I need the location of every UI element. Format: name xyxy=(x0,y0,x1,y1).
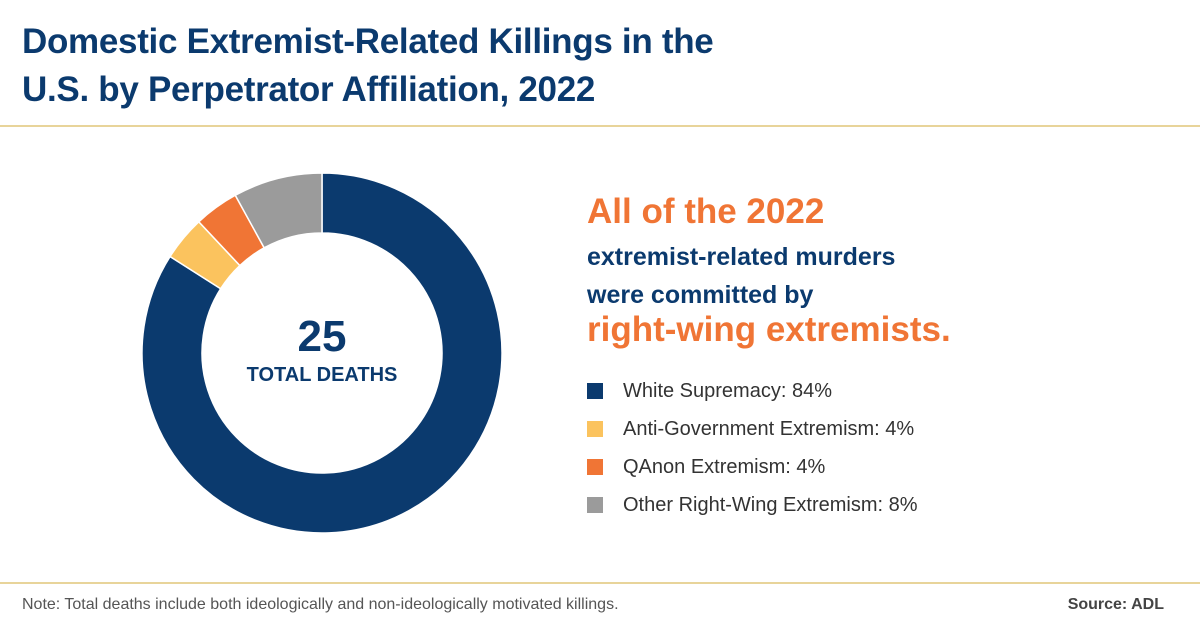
donut-slice-other-right-wing-extremism xyxy=(234,172,323,249)
center-value: 25 xyxy=(297,312,347,361)
headline-line-4: right-wing extremists. xyxy=(587,310,951,349)
legend-label: QAnon Extremism: 4% xyxy=(623,455,826,478)
donut-slice-white-supremacy xyxy=(141,172,503,534)
chart-title: Domestic Extremist-Related Killings in t… xyxy=(22,18,714,114)
legend: White Supremacy: 84% Anti-Government Ext… xyxy=(587,372,918,524)
legend-label: Anti-Government Extremism: 4% xyxy=(623,417,915,440)
divider-bottom xyxy=(0,582,1200,584)
headline-line-2: extremist-related murders xyxy=(587,243,896,271)
headline-line-3: were committed by xyxy=(587,281,814,309)
headline-line-1: All of the 2022 xyxy=(587,192,825,231)
legend-item: Other Right-Wing Extremism: 8% xyxy=(587,486,918,524)
legend-item: QAnon Extremism: 4% xyxy=(587,448,918,486)
source: Source: ADL xyxy=(1067,596,1164,613)
legend-item: Anti-Government Extremism: 4% xyxy=(587,410,918,448)
title-line-2: U.S. by Perpetrator Affiliation, 2022 xyxy=(22,70,596,109)
legend-swatch xyxy=(587,459,603,475)
center-label: TOTAL DEATHS xyxy=(246,364,398,386)
legend-label: Other Right-Wing Extremism: 8% xyxy=(623,493,918,516)
legend-swatch xyxy=(587,497,603,513)
title-line-1: Domestic Extremist-Related Killings in t… xyxy=(22,22,714,61)
legend-swatch xyxy=(587,421,603,437)
legend-label: White Supremacy: 84% xyxy=(623,379,832,402)
footnote: Note: Total deaths include both ideologi… xyxy=(22,596,619,613)
headline-body: extremist-related murders were committed… xyxy=(587,238,895,314)
divider-top xyxy=(0,125,1200,127)
legend-swatch xyxy=(587,383,603,399)
legend-item: White Supremacy: 84% xyxy=(587,372,918,410)
